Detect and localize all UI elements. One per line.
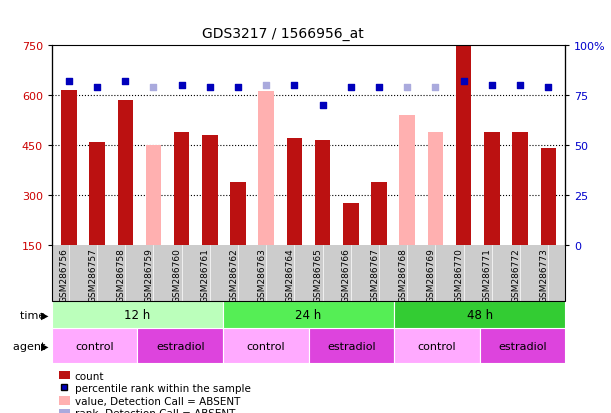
Text: control: control xyxy=(417,341,456,351)
Text: estradiol: estradiol xyxy=(327,341,376,351)
Text: estradiol: estradiol xyxy=(498,341,547,351)
Text: GSM286756: GSM286756 xyxy=(60,247,69,302)
Bar xyxy=(202,135,218,246)
Text: GSM286773: GSM286773 xyxy=(540,247,548,302)
Text: GSM286769: GSM286769 xyxy=(426,247,436,302)
Bar xyxy=(145,145,161,246)
Bar xyxy=(174,132,189,246)
Point xyxy=(543,84,553,91)
Bar xyxy=(428,132,443,246)
Bar xyxy=(394,328,480,363)
Text: GSM286766: GSM286766 xyxy=(342,247,351,302)
Point xyxy=(459,78,469,85)
Bar xyxy=(258,92,274,246)
Point xyxy=(346,84,356,91)
Bar xyxy=(52,301,223,328)
Text: time: time xyxy=(20,310,49,320)
Point xyxy=(120,78,130,85)
Text: GSM286772: GSM286772 xyxy=(511,247,520,302)
Bar xyxy=(400,116,415,246)
Bar xyxy=(287,139,302,246)
Bar xyxy=(512,132,528,246)
Text: 12 h: 12 h xyxy=(125,309,150,321)
Point xyxy=(262,82,271,89)
Text: GSM286764: GSM286764 xyxy=(285,247,295,302)
Text: GSM286761: GSM286761 xyxy=(201,247,210,302)
Bar xyxy=(223,301,394,328)
Text: GSM286759: GSM286759 xyxy=(144,247,153,302)
Point xyxy=(290,82,299,89)
Point xyxy=(318,102,327,109)
Bar xyxy=(484,132,500,246)
Bar xyxy=(137,328,223,363)
Point xyxy=(431,84,441,91)
Text: estradiol: estradiol xyxy=(156,341,205,351)
Text: GDS3217 / 1566956_at: GDS3217 / 1566956_at xyxy=(202,27,364,41)
Bar xyxy=(315,140,331,246)
Text: GSM286758: GSM286758 xyxy=(116,247,125,302)
Text: ▶: ▶ xyxy=(42,310,49,320)
Text: control: control xyxy=(75,341,114,351)
Bar xyxy=(371,182,387,246)
Bar xyxy=(89,142,105,246)
Text: GSM286763: GSM286763 xyxy=(257,247,266,302)
Legend: count, percentile rank within the sample, value, Detection Call = ABSENT, rank, : count, percentile rank within the sample… xyxy=(57,369,253,413)
Text: GSM286767: GSM286767 xyxy=(370,247,379,302)
Bar xyxy=(456,45,472,246)
Point xyxy=(148,84,158,91)
Point xyxy=(487,82,497,89)
Bar xyxy=(343,204,359,246)
Bar xyxy=(309,328,394,363)
Point xyxy=(64,78,74,85)
Point xyxy=(515,82,525,89)
Text: control: control xyxy=(246,341,285,351)
Text: GSM286771: GSM286771 xyxy=(483,247,492,302)
Bar xyxy=(223,328,309,363)
Text: 24 h: 24 h xyxy=(296,309,321,321)
Text: agent: agent xyxy=(13,341,49,351)
Text: ▶: ▶ xyxy=(42,341,49,351)
Point xyxy=(92,84,102,91)
Bar xyxy=(541,149,556,246)
Point xyxy=(233,84,243,91)
Bar xyxy=(52,328,137,363)
Point xyxy=(205,84,214,91)
Point xyxy=(177,82,186,89)
Point xyxy=(374,84,384,91)
Bar xyxy=(230,182,246,246)
Bar xyxy=(61,90,76,246)
Text: GSM286762: GSM286762 xyxy=(229,247,238,302)
Text: GSM286760: GSM286760 xyxy=(173,247,181,302)
Point xyxy=(403,84,412,91)
Bar xyxy=(394,301,565,328)
Text: 48 h: 48 h xyxy=(467,309,492,321)
Text: GSM286770: GSM286770 xyxy=(455,247,464,302)
Text: GSM286757: GSM286757 xyxy=(88,247,97,302)
Bar xyxy=(480,328,565,363)
Bar xyxy=(117,100,133,246)
Text: GSM286765: GSM286765 xyxy=(313,247,323,302)
Text: GSM286768: GSM286768 xyxy=(398,247,408,302)
